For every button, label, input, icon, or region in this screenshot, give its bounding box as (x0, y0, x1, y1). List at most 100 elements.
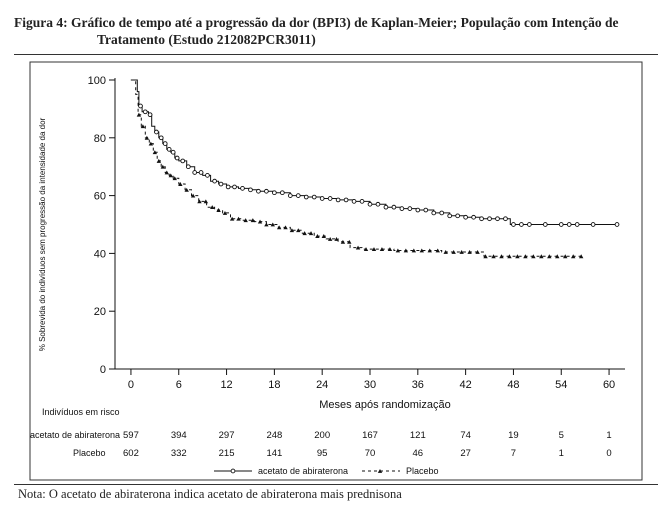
censor-marker-circle (503, 216, 508, 222)
x-axis-label: Meses após randomização (319, 399, 450, 411)
censor-marker-circle (174, 155, 180, 161)
risk-cell: 7 (511, 448, 516, 459)
censor-marker-triangle (435, 248, 440, 253)
censor-marker-triangle (491, 254, 496, 259)
censor-marker-triangle (387, 247, 393, 251)
censor-marker-triangle (210, 205, 215, 210)
censor-marker-circle (527, 222, 532, 227)
risk-cell: 121 (410, 430, 426, 441)
censor-marker-circle (399, 206, 405, 211)
censor-marker-triangle (184, 187, 189, 192)
censor-marker-triangle (555, 254, 560, 259)
censor-marker-circle (542, 222, 548, 227)
censor-marker-triangle (443, 249, 448, 254)
y-axis-label: % Sobrevida do indivíduos sem progressão… (38, 117, 47, 351)
x-tick-label: 42 (460, 379, 472, 391)
censor-marker-triangle (355, 245, 361, 250)
risk-cell: 394 (171, 430, 187, 441)
series-line-1 (130, 79, 582, 257)
censor-marker-circle (495, 216, 500, 222)
x-tick-label: 36 (412, 379, 424, 391)
y-tick-label: 0 (100, 364, 106, 376)
censor-marker-circle (415, 207, 421, 213)
censor-marker-triangle (172, 176, 177, 181)
censor-marker-circle (205, 173, 210, 178)
censor-marker-circle (343, 197, 349, 203)
risk-cell: 602 (123, 448, 139, 459)
caption-line2: Tratamento (Estudo 212082PCR3011) (97, 32, 316, 47)
censor-marker-circle (487, 216, 492, 222)
x-tick-label: 0 (128, 379, 134, 391)
risk-cell: 74 (460, 430, 471, 441)
censor-marker-circle (303, 194, 309, 200)
censor-marker-triangle (216, 208, 221, 212)
censor-marker-triangle (467, 249, 472, 254)
risk-cell: 200 (314, 430, 330, 441)
censor-marker-circle (319, 196, 325, 201)
censor-marker-triangle (168, 173, 173, 178)
caption-line1: : Gráfico de tempo até a progressão da d… (63, 15, 619, 30)
censor-marker-circle (558, 222, 564, 227)
risk-cell: 95 (317, 448, 328, 459)
censor-marker-circle (248, 187, 253, 193)
y-tick-label: 20 (94, 306, 106, 318)
censor-marker-triangle (156, 158, 162, 163)
censor-marker-circle (471, 214, 476, 220)
x-tick-label: 54 (555, 379, 567, 391)
x-tick-label: 24 (316, 379, 328, 391)
risk-cell: 0 (606, 448, 611, 459)
censor-marker-triangle (296, 228, 301, 233)
censor-marker-circle (391, 204, 397, 210)
censor-marker-triangle (283, 225, 288, 230)
censor-marker-circle (367, 201, 373, 207)
censor-marker-triangle (395, 248, 401, 253)
risk-cell: 27 (460, 448, 471, 459)
censor-marker-triangle (136, 112, 142, 117)
censor-marker-triangle (475, 249, 480, 254)
censor-marker-circle (407, 206, 413, 211)
risk-cell: 297 (219, 430, 235, 441)
caption-prefix: Figura 4 (14, 15, 64, 30)
censor-marker-triangle (140, 124, 146, 129)
censor-marker-triangle (547, 254, 552, 259)
caption-rule (14, 54, 658, 55)
censor-marker-triangle (523, 254, 528, 259)
censor-marker-circle (192, 170, 198, 175)
censor-marker-circle (590, 222, 596, 227)
risk-cell: 597 (123, 430, 139, 441)
risk-table-title: Indivíduos em risco (42, 407, 120, 417)
legend-label-1: Placebo (406, 466, 439, 476)
legend-marker-0 (230, 468, 236, 474)
censor-marker-circle (185, 164, 191, 170)
censor-marker-triangle (302, 231, 307, 236)
risk-cell: 1 (559, 448, 564, 459)
censor-marker-circle (463, 214, 468, 220)
censor-marker-triangle (515, 254, 520, 259)
censor-marker-circle (170, 149, 176, 155)
censor-marker-circle (311, 194, 317, 200)
censor-marker-circle (212, 178, 217, 184)
figure-caption: Figura 4: Gráfico de tempo até a progres… (14, 14, 654, 48)
censor-marker-circle (614, 222, 620, 227)
censor-marker-circle (218, 181, 224, 187)
censor-marker-triangle (243, 218, 248, 223)
risk-cell: 167 (362, 430, 378, 441)
censor-marker-triangle (178, 182, 183, 186)
censor-marker-triangle (379, 247, 385, 251)
x-tick-label: 18 (268, 379, 280, 391)
censor-marker-circle (287, 193, 293, 198)
censor-marker-circle (383, 204, 389, 210)
censor-marker-triangle (459, 249, 464, 254)
censor-marker-circle (225, 184, 231, 190)
censor-marker-triangle (270, 222, 275, 227)
censor-marker-circle (142, 109, 148, 115)
y-tick-label: 40 (94, 248, 106, 260)
censor-marker-triangle (334, 236, 339, 241)
censor-marker-triangle (403, 248, 409, 253)
x-tick-label: 60 (603, 379, 615, 391)
censor-marker-triangle (347, 239, 352, 244)
risk-cell: 141 (266, 448, 282, 459)
y-tick-label: 60 (94, 191, 106, 203)
risk-cell: 5 (559, 430, 564, 441)
censor-marker-circle (272, 190, 277, 196)
